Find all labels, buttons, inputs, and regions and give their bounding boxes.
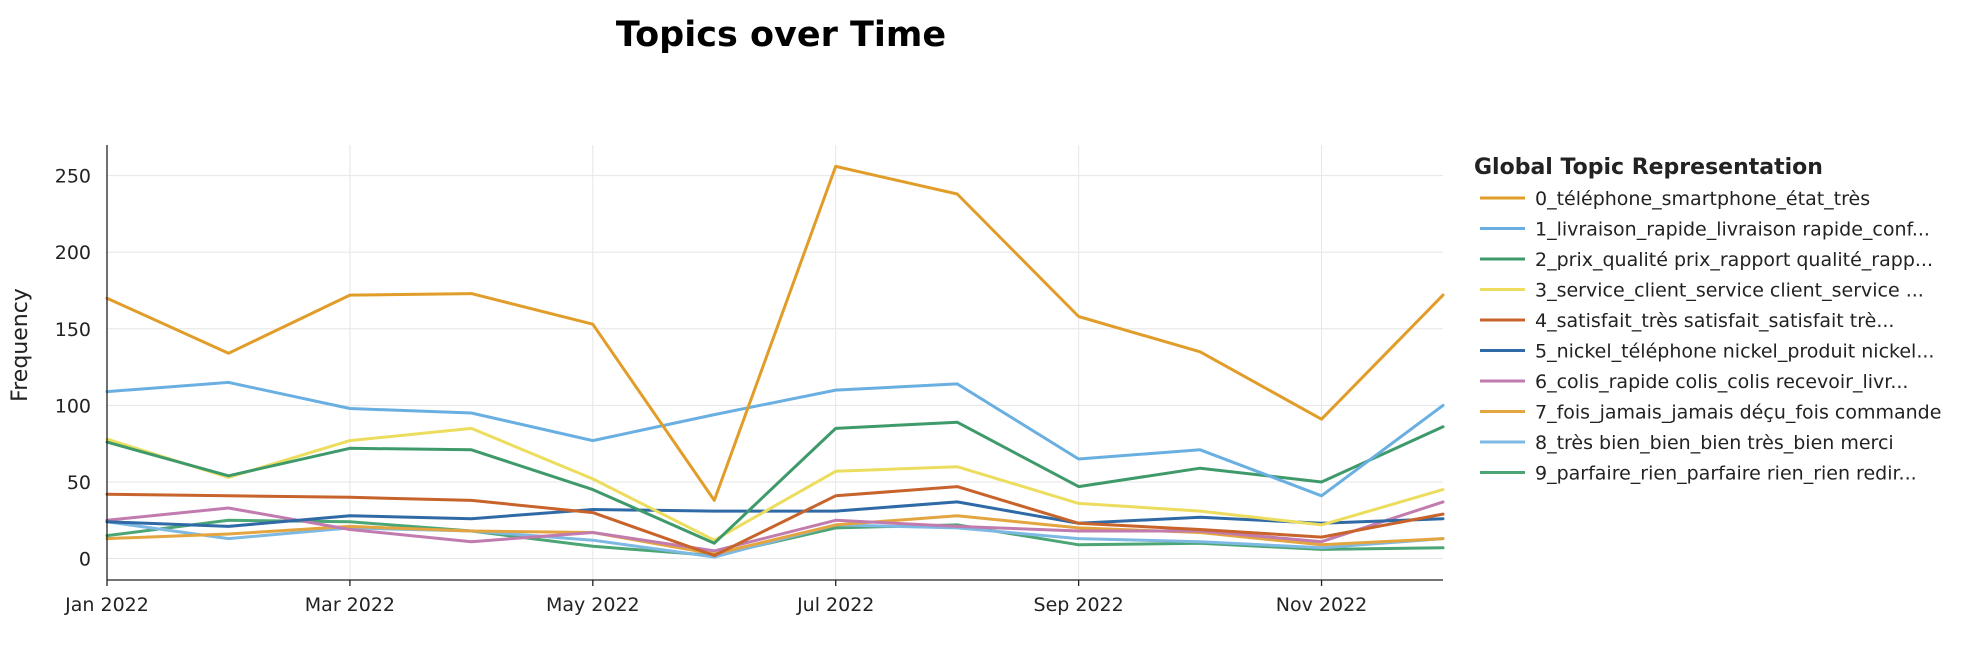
y-tick-label: 100 bbox=[55, 395, 91, 417]
legend-item[interactable]: 8_très bien_bien_bien très_bien merci bbox=[1480, 432, 1894, 454]
series-line-topic-5[interactable] bbox=[105, 500, 1445, 528]
series-line-topic-2[interactable] bbox=[105, 420, 1445, 545]
y-tick-label: 250 bbox=[55, 166, 91, 188]
legend-label: 0_téléphone_smartphone_état_très bbox=[1535, 188, 1870, 210]
y-tick-label: 0 bbox=[79, 549, 91, 571]
legend-title: Global Topic Representation bbox=[1474, 155, 1823, 180]
legend-item[interactable]: 7_fois_jamais_jamais déçu_fois commande bbox=[1480, 402, 1941, 424]
series-line-topic-1[interactable] bbox=[105, 380, 1445, 498]
series-line-topic-7[interactable] bbox=[105, 514, 1445, 556]
y-tick-label: 200 bbox=[55, 242, 91, 264]
x-tick-label: Jul 2022 bbox=[796, 594, 874, 616]
legend-label: 5_nickel_téléphone nickel_produit nickel… bbox=[1535, 341, 1934, 363]
x-tick-label: May 2022 bbox=[546, 594, 640, 616]
x-tick-labels: Jan 2022 Mar 2022 May 2022 Jul 2022 Sep 2022… bbox=[64, 594, 1367, 616]
legend-item[interactable]: 2_prix_qualité prix_rapport qualité_rapp… bbox=[1480, 249, 1933, 271]
y-tick-label: 50 bbox=[67, 472, 91, 494]
legend-label: 8_très bien_bien_bien très_bien merci bbox=[1535, 432, 1894, 454]
series-line-topic-0[interactable] bbox=[105, 164, 1445, 502]
legend-item[interactable]: 0_téléphone_smartphone_état_très bbox=[1480, 188, 1870, 210]
x-tick-label: Mar 2022 bbox=[305, 594, 395, 616]
legend-item[interactable]: 3_service_client_service client_service … bbox=[1480, 280, 1924, 302]
x-tick-label: Jan 2022 bbox=[64, 594, 149, 616]
legend-label: 3_service_client_service client_service … bbox=[1535, 280, 1924, 302]
legend[interactable]: Global Topic Representation 0_téléphone_… bbox=[1474, 155, 1941, 485]
legend-item[interactable]: 6_colis_rapide colis_colis recevoir_livr… bbox=[1480, 371, 1908, 393]
chart-title: Topics over Time bbox=[616, 15, 946, 55]
series-line-topic-6[interactable] bbox=[105, 500, 1445, 553]
axes-layer bbox=[106, 145, 1443, 581]
legend-item[interactable]: 1_livraison_rapide_livraison rapide_conf… bbox=[1480, 219, 1930, 241]
legend-label: 7_fois_jamais_jamais déçu_fois commande bbox=[1535, 402, 1941, 424]
series-layer bbox=[105, 164, 1445, 559]
legend-label: 1_livraison_rapide_livraison rapide_conf… bbox=[1535, 219, 1930, 241]
legend-item[interactable]: 5_nickel_téléphone nickel_produit nickel… bbox=[1480, 341, 1934, 363]
series-line-topic-3[interactable] bbox=[105, 426, 1445, 542]
y-tick-label: 150 bbox=[55, 319, 91, 341]
y-axis-title: Frequency bbox=[8, 288, 33, 402]
legend-label: 2_prix_qualité prix_rapport qualité_rapp… bbox=[1535, 249, 1933, 271]
legend-item[interactable]: 4_satisfait_très satisfait_satisfait trè… bbox=[1480, 310, 1894, 332]
legend-item[interactable]: 9_parfaire_rien_parfaire rien_rien redir… bbox=[1480, 463, 1917, 485]
y-tick-labels: 0 50 100 150 200 250 bbox=[55, 166, 91, 571]
x-tick-label: Nov 2022 bbox=[1276, 594, 1367, 616]
x-tick-label: Sep 2022 bbox=[1034, 594, 1124, 616]
legend-label: 6_colis_rapide colis_colis recevoir_livr… bbox=[1535, 371, 1908, 393]
legend-label: 9_parfaire_rien_parfaire rien_rien redir… bbox=[1535, 463, 1917, 485]
series-line-topic-4[interactable] bbox=[105, 485, 1445, 557]
legend-label: 4_satisfait_très satisfait_satisfait trè… bbox=[1535, 310, 1894, 332]
